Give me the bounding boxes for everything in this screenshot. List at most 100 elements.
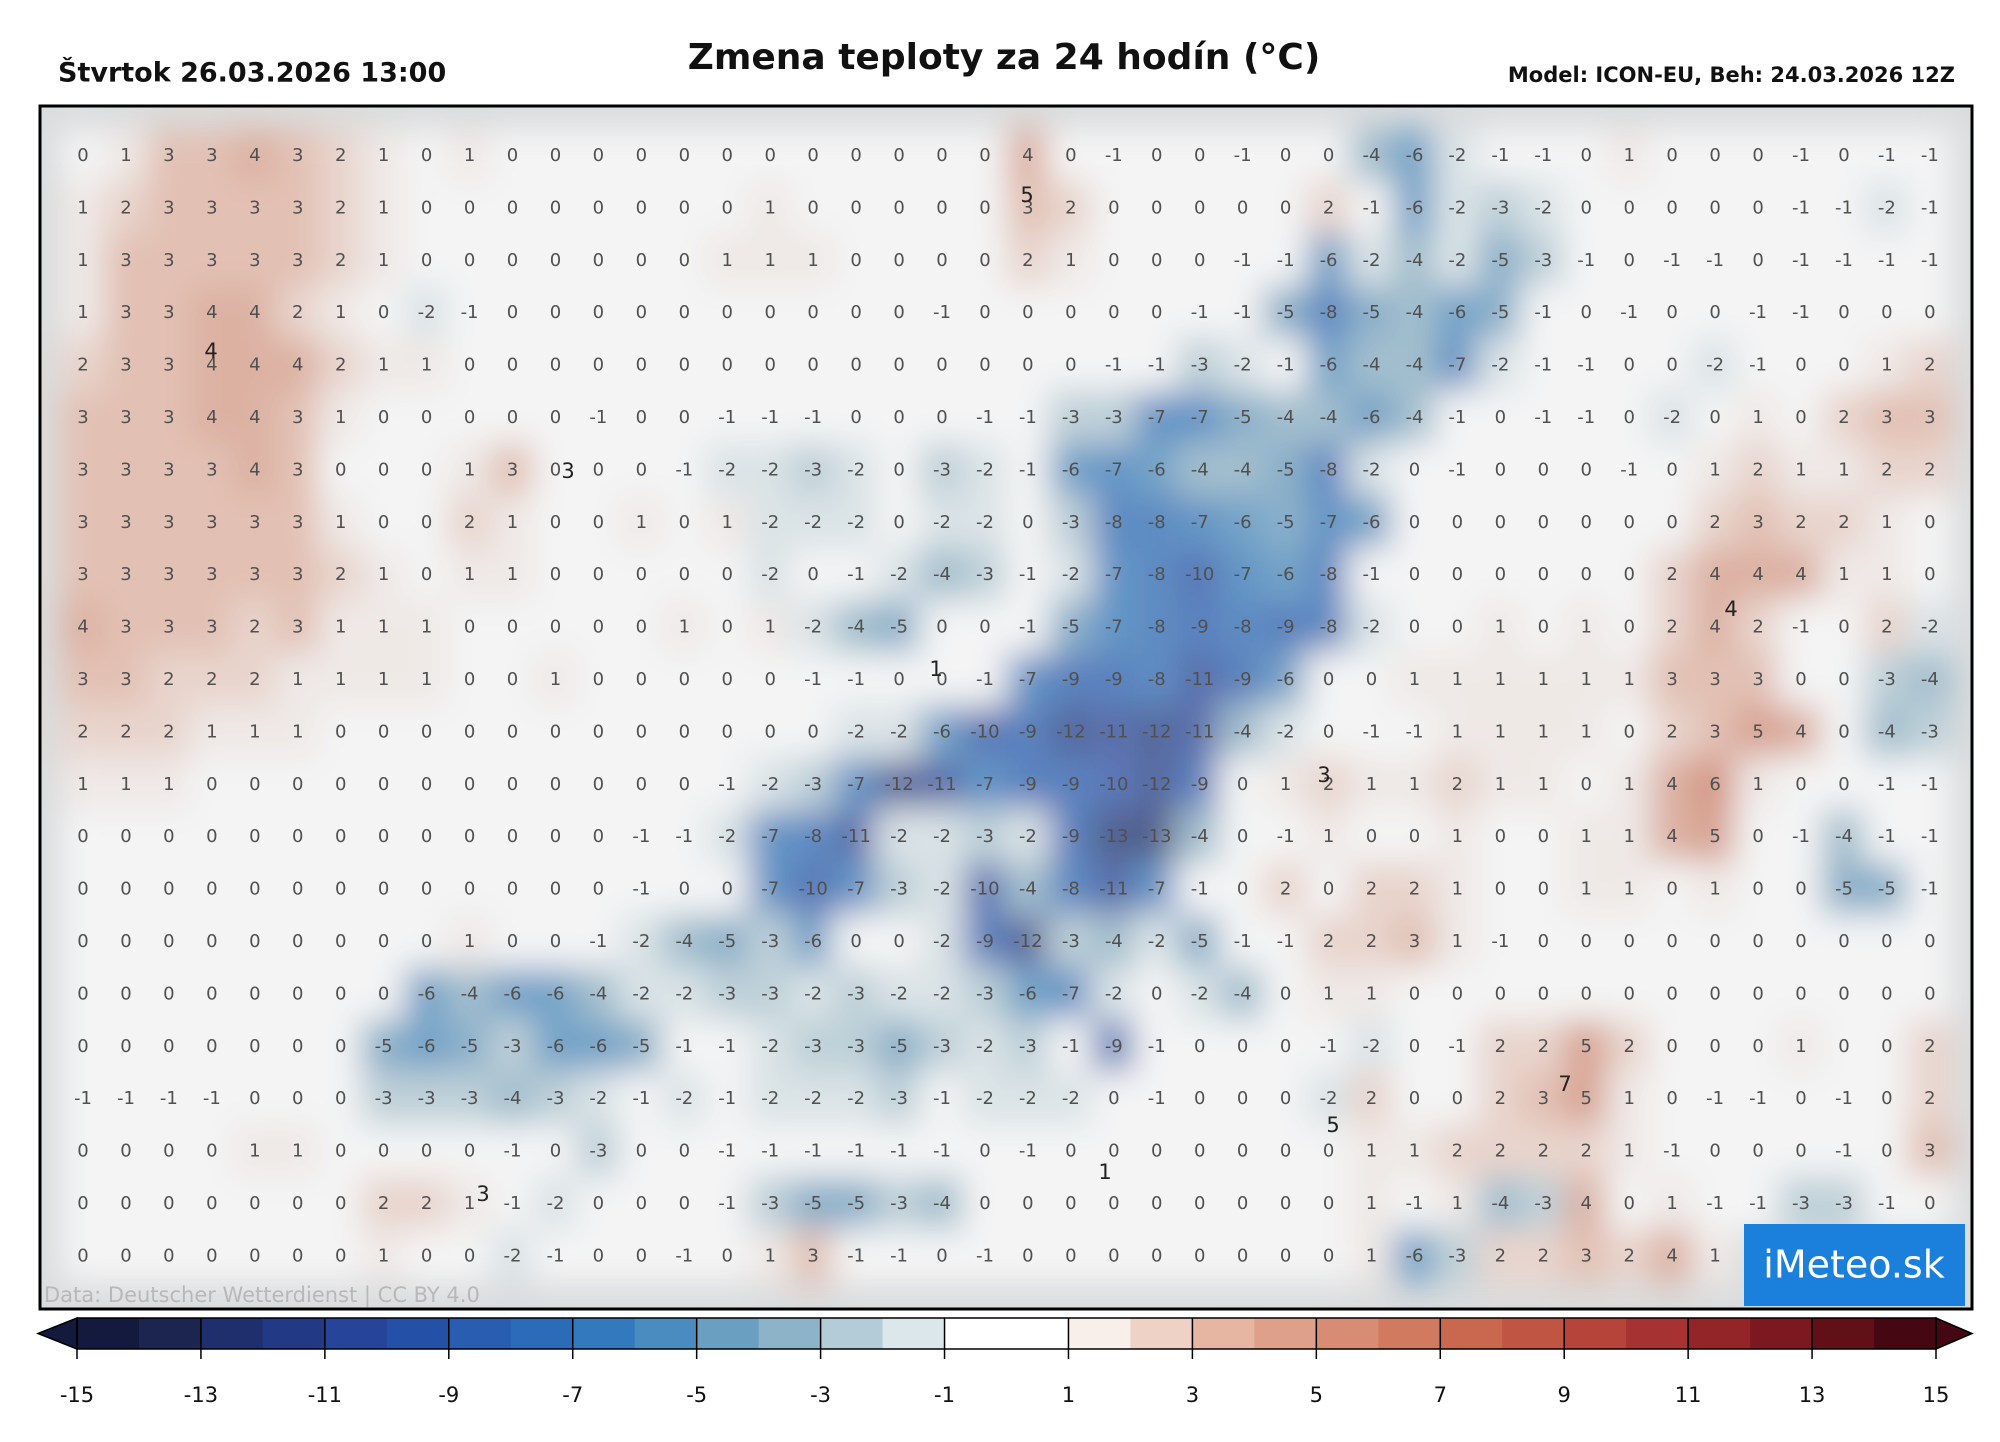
field-cell bbox=[447, 1019, 493, 1074]
grid-value: -1 bbox=[1706, 250, 1724, 271]
grid-value: 0 bbox=[936, 197, 947, 218]
grid-value: -7 bbox=[1448, 355, 1466, 376]
grid-value: -4 bbox=[1191, 459, 1209, 480]
grid-value: -1 bbox=[589, 407, 607, 428]
field-cell bbox=[661, 600, 707, 655]
grid-value: 3 bbox=[1924, 407, 1935, 428]
field-cell bbox=[1134, 495, 1180, 550]
grid-value: 4 bbox=[1752, 564, 1763, 585]
field-cell bbox=[1563, 810, 1609, 865]
grid-value: 0 bbox=[421, 564, 432, 585]
grid-value: -1 bbox=[761, 1141, 779, 1162]
grid-value: 1 bbox=[1366, 1141, 1377, 1162]
field-cell bbox=[60, 652, 106, 708]
grid-value: -3 bbox=[375, 1088, 393, 1109]
grid-value: 4 bbox=[249, 302, 260, 323]
field-cell bbox=[1649, 390, 1695, 446]
grid-value: 3 bbox=[292, 564, 303, 585]
field-cell bbox=[232, 128, 278, 184]
field-cell bbox=[575, 1124, 621, 1179]
field-cell bbox=[704, 1019, 750, 1074]
field-cell bbox=[1563, 1072, 1609, 1127]
grid-value: -1 bbox=[1792, 617, 1810, 638]
field-cell bbox=[1477, 705, 1523, 760]
field-cell bbox=[1563, 1124, 1609, 1179]
grid-value: 2 bbox=[1280, 879, 1291, 900]
grid-value: 1 bbox=[1623, 879, 1634, 900]
field-cell bbox=[103, 338, 149, 393]
field-cell bbox=[1735, 1176, 1781, 1232]
field-cell bbox=[1778, 443, 1824, 498]
grid-value: 0 bbox=[807, 145, 818, 166]
field-cell bbox=[1263, 757, 1309, 812]
grid-value: -6 bbox=[1405, 145, 1423, 166]
grid-value: -1 bbox=[1019, 459, 1037, 480]
grid-value: 0 bbox=[206, 1193, 217, 1214]
grid-value: 1 bbox=[1452, 721, 1463, 742]
field-cell bbox=[146, 1072, 192, 1127]
grid-value: -3 bbox=[1792, 1193, 1810, 1214]
grid-value: 0 bbox=[550, 197, 561, 218]
grid-value: 0 bbox=[1581, 197, 1592, 218]
field-cell bbox=[575, 495, 621, 550]
field-cell bbox=[876, 914, 922, 970]
field-cell bbox=[747, 757, 793, 812]
field-cell bbox=[361, 862, 407, 917]
field-cell bbox=[146, 600, 192, 655]
grid-value: -3 bbox=[976, 983, 994, 1004]
field-cell bbox=[1048, 600, 1094, 655]
grid-value: -5 bbox=[1491, 302, 1509, 323]
field-cell bbox=[833, 862, 879, 917]
field-cell bbox=[1563, 1229, 1609, 1284]
field-cell bbox=[1692, 705, 1738, 760]
grid-value: 0 bbox=[1194, 1141, 1205, 1162]
field-cell bbox=[962, 128, 1008, 184]
field-cell bbox=[103, 967, 149, 1022]
grid-value: 0 bbox=[850, 407, 861, 428]
field-cell bbox=[747, 390, 793, 446]
grid-value: 3 bbox=[292, 250, 303, 271]
grid-value: 0 bbox=[378, 302, 389, 323]
field-cell bbox=[189, 652, 235, 708]
grid-value: -7 bbox=[1148, 879, 1166, 900]
grid-value: 3 bbox=[163, 197, 174, 218]
grid-value: 0 bbox=[292, 774, 303, 795]
field-cell bbox=[1263, 1019, 1309, 1074]
field-cell bbox=[60, 233, 106, 288]
grid-value: -2 bbox=[890, 721, 908, 742]
grid-value: 1 bbox=[120, 145, 131, 166]
field-cell bbox=[1091, 128, 1137, 184]
field-cell bbox=[1306, 967, 1352, 1022]
field-cell bbox=[1821, 652, 1867, 708]
field-cell bbox=[661, 233, 707, 288]
grid-value: -2 bbox=[1363, 1036, 1381, 1057]
grid-value: 1 bbox=[292, 721, 303, 742]
grid-value: -2 bbox=[761, 459, 779, 480]
field-cell bbox=[1048, 705, 1094, 760]
contour-label: 1 bbox=[929, 657, 942, 681]
field-cell bbox=[361, 128, 407, 184]
grid-value: -4 bbox=[1105, 931, 1123, 952]
grid-value: 0 bbox=[1151, 1245, 1162, 1266]
grid-value: -2 bbox=[504, 1245, 522, 1266]
field-cell bbox=[1692, 862, 1738, 917]
field-cell bbox=[275, 1019, 321, 1074]
field-cell bbox=[532, 600, 578, 655]
field-cell bbox=[318, 862, 364, 917]
field-cell bbox=[1048, 652, 1094, 708]
field-cell bbox=[146, 548, 192, 603]
field-cell bbox=[1048, 495, 1094, 550]
field-cell bbox=[1263, 1176, 1309, 1232]
field-cell bbox=[833, 233, 879, 288]
field-cell bbox=[1434, 181, 1480, 236]
field-cell bbox=[1434, 967, 1480, 1022]
field-cell bbox=[1048, 757, 1094, 812]
field-cell bbox=[447, 810, 493, 865]
field-cell bbox=[1864, 652, 1910, 708]
field-cell bbox=[1778, 1072, 1824, 1127]
grid-value: 0 bbox=[292, 1036, 303, 1057]
field-cell bbox=[876, 286, 922, 341]
field-cell bbox=[1778, 181, 1824, 236]
grid-value: 1 bbox=[1538, 721, 1549, 742]
field-cell bbox=[1477, 652, 1523, 708]
